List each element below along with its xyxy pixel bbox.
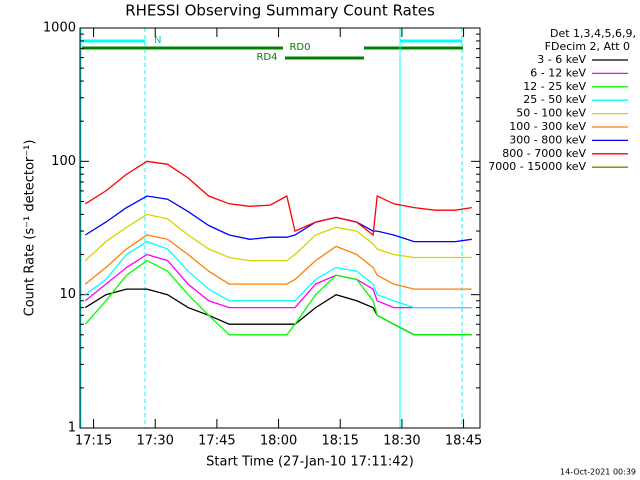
series-line — [84, 253, 472, 309]
legend-label: 50 - 100 keV — [516, 107, 586, 120]
series-line — [84, 213, 472, 262]
series-line — [84, 160, 472, 237]
legend-header: FDecim 2, Att 0 — [545, 40, 630, 53]
legend-header: Det 1,3,4,5,6,9, — [550, 27, 636, 40]
legend-label: 300 - 800 keV — [509, 133, 586, 146]
legend-label: 3 - 6 keV — [537, 53, 586, 66]
series-line — [84, 195, 472, 243]
legend-label: 7000 - 15000 keV — [488, 160, 586, 173]
legend-label: 6 - 12 keV — [530, 66, 586, 79]
x-tick-label: 18:15 — [321, 434, 358, 449]
legend-label: 800 - 7000 keV — [502, 147, 586, 160]
x-tick-label: 17:15 — [75, 434, 112, 449]
x-axis-label: Start Time (27-Jan-10 17:11:42) — [206, 455, 414, 470]
x-tick-label: 18:45 — [445, 434, 482, 449]
plot-frame — [79, 27, 481, 429]
series-line — [84, 259, 472, 336]
y-tick-label: 1 — [68, 421, 76, 436]
annotation: N — [154, 35, 161, 46]
y-axis-label: Count Rate (s⁻¹ detector⁻¹) — [23, 140, 38, 317]
series-line — [84, 240, 472, 309]
chart-title: RHESSI Observing Summary Count Rates — [125, 2, 435, 20]
x-tick-label: 17:30 — [136, 434, 173, 449]
annotation: RD4 — [256, 52, 277, 63]
x-tick-label: 18:00 — [260, 434, 297, 449]
footer: 14-Oct-2021 00:39 — [560, 468, 636, 477]
annotations: N RD0 RD4 — [80, 28, 463, 428]
x-tick-label: 18:30 — [383, 434, 420, 449]
series-line — [84, 234, 472, 290]
y-tick-label: 1000 — [43, 21, 76, 36]
annotation: RD0 — [289, 42, 310, 53]
legend-label: 12 - 25 keV — [523, 80, 586, 93]
y-tick-label: 100 — [51, 154, 76, 169]
y-tick-label: 10 — [59, 287, 76, 302]
legend-label: 100 - 300 keV — [509, 120, 586, 133]
series-line — [84, 288, 472, 336]
legend-label: 25 - 50 keV — [523, 93, 586, 106]
x-tick-label: 17:45 — [198, 434, 235, 449]
